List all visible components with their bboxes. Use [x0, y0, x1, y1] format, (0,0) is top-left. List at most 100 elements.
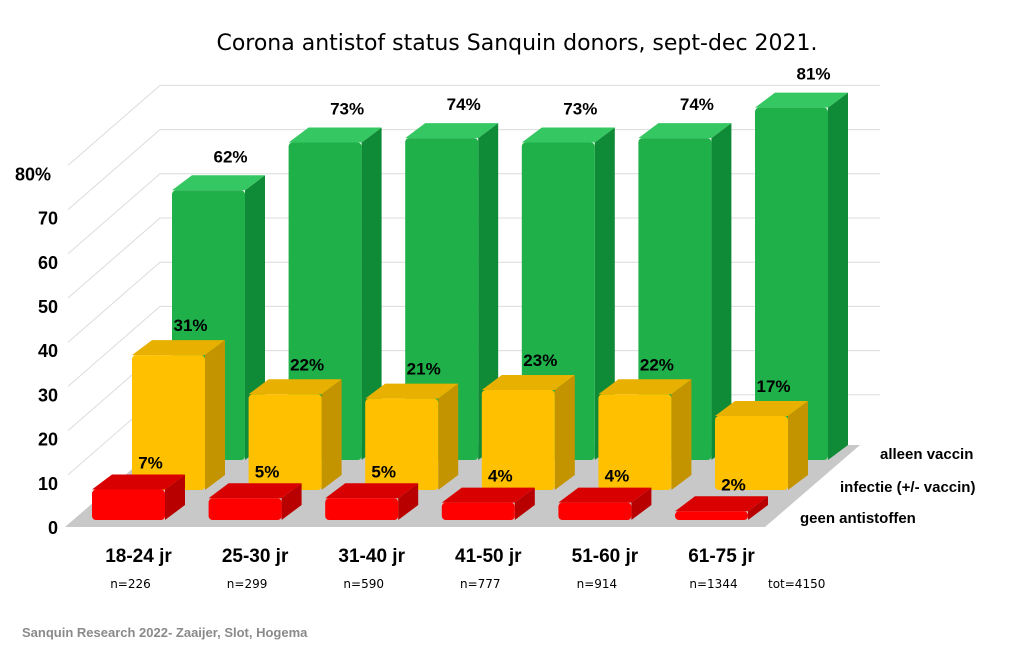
bar-top — [638, 123, 732, 139]
x-category-label: 61-75 jr — [688, 546, 755, 567]
bar-infectie — [715, 401, 808, 490]
bar-side — [478, 123, 499, 460]
bar-front — [558, 502, 632, 520]
gridline — [67, 84, 880, 166]
y-tick-label: 30 — [38, 385, 58, 405]
data-label: 4% — [605, 467, 630, 486]
bar-top — [172, 175, 265, 191]
bar-top — [248, 379, 342, 395]
data-label: 22% — [640, 355, 674, 374]
data-label: 5% — [371, 462, 396, 481]
bar-top — [675, 496, 768, 512]
bar-top — [365, 383, 459, 399]
gridlines — [67, 84, 880, 476]
data-label: 23% — [523, 351, 557, 370]
bar-side — [631, 487, 652, 520]
bar-front — [441, 502, 515, 520]
footer-credit: Sanquin Research 2022- Zaaijer, Slot, Ho… — [22, 625, 308, 640]
data-label: 2% — [721, 475, 746, 494]
data-label: 31% — [173, 316, 207, 335]
data-label: 62% — [213, 147, 247, 166]
bar-top — [755, 92, 848, 108]
bar-geen-antistoffen — [558, 487, 652, 520]
bar-infectie — [365, 383, 459, 490]
bar-alleen-vaccin — [405, 123, 499, 460]
bar-top — [325, 483, 419, 499]
bar-front — [132, 355, 205, 490]
y-tick-label: 10 — [38, 474, 58, 494]
labels: 0 10 20 30 40 50 60 70 80% 62% 73% 74% 73% 74% 81% 31% 2… — [15, 65, 975, 591]
bar-side — [788, 401, 808, 490]
legend-label: alleen vaccin — [880, 446, 973, 463]
bar-side — [321, 379, 342, 490]
bar-alleen-vaccin — [638, 123, 732, 460]
bar-front — [365, 398, 439, 490]
bar-infectie — [481, 374, 575, 490]
bar-side — [711, 123, 732, 460]
data-label: 22% — [290, 355, 324, 374]
bar-side — [828, 92, 848, 461]
bar-top — [92, 474, 185, 490]
bar-infectie — [598, 379, 692, 490]
x-category-label: 41-50 jr — [455, 546, 522, 567]
bar-top — [208, 483, 302, 499]
bar-front — [481, 389, 555, 490]
bar-top — [288, 127, 382, 143]
bar-side — [205, 340, 225, 490]
bar-side — [514, 487, 535, 520]
data-label: 73% — [330, 99, 364, 118]
data-label: 74% — [447, 95, 481, 114]
y-tick-label: 0 — [48, 518, 58, 538]
bar-front — [715, 416, 788, 490]
y-tick-label: 40 — [38, 341, 58, 361]
bar-geen-antistoffen — [92, 474, 185, 520]
gridline — [67, 129, 880, 210]
y-tick-label: 20 — [38, 430, 58, 450]
bar-top — [481, 374, 575, 390]
bar-side — [748, 496, 768, 520]
bar-top — [598, 379, 692, 395]
bar-front — [208, 498, 282, 520]
n-label: n=777 — [460, 577, 501, 591]
bar-top — [715, 401, 808, 417]
bar-infectie — [248, 379, 342, 490]
bar-side — [671, 379, 692, 490]
data-label: 17% — [756, 377, 790, 396]
bar-side — [361, 127, 382, 460]
chart-title: Corona antistof status Sanquin donors, s… — [216, 31, 817, 56]
y-tick-label: 60 — [38, 253, 58, 273]
bar-front — [325, 498, 399, 520]
data-label: 4% — [488, 467, 513, 486]
legend-label: geen antistoffen — [800, 510, 916, 527]
legend-label: infectie (+/- vaccin) — [840, 479, 975, 496]
data-label: 21% — [407, 360, 441, 379]
bar-alleen-vaccin — [755, 92, 848, 461]
x-category-label: 31-40 jr — [338, 546, 405, 567]
bar-top — [558, 487, 652, 503]
bar-front — [675, 511, 748, 520]
y-tick-label: 70 — [38, 209, 58, 229]
n-label: n=299 — [227, 577, 268, 591]
n-label: n=1344 — [689, 577, 737, 591]
bar-geen-antistoffen — [675, 496, 768, 520]
data-label: 73% — [563, 99, 597, 118]
bar-side — [398, 483, 419, 520]
n-label: n=590 — [343, 577, 384, 591]
y-tick-label: 50 — [38, 297, 58, 317]
y-tick-label: 80% — [15, 164, 51, 184]
bar-side — [165, 474, 185, 520]
n-label: n=226 — [110, 577, 151, 591]
bars — [92, 92, 848, 520]
data-label: 74% — [680, 95, 714, 114]
x-category-label: 25-30 jr — [222, 546, 289, 567]
bar-top — [405, 123, 499, 139]
bar-front — [598, 394, 672, 490]
bar-side — [438, 383, 459, 490]
bar-front — [92, 489, 165, 520]
data-label: 5% — [255, 462, 280, 481]
bar-front — [405, 138, 479, 460]
bar-top — [441, 487, 535, 503]
bar-top — [132, 340, 225, 356]
bar-geen-antistoffen — [325, 483, 419, 520]
